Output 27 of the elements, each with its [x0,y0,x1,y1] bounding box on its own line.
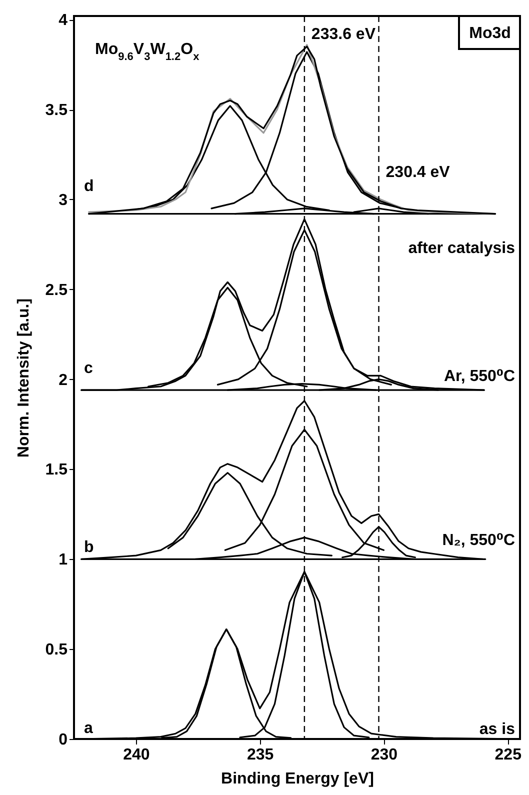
x-tick-label: 230 [370,746,398,764]
annotation: as is [479,721,516,738]
annotation: c [84,360,93,377]
x-tick-label: 225 [494,746,522,764]
annotation: d [84,178,94,195]
y-tick-label: 0 [58,732,68,748]
y-tick-label: 1.5 [45,462,68,479]
ref-line-label: 230.4 eV [386,164,450,181]
y-tick-label: 2.5 [45,282,68,299]
y-tick-label: 3 [58,192,68,209]
annotation: a [84,720,93,737]
annotation: b [84,539,94,556]
y-tick-label: 1 [58,552,68,569]
y-axis-title: Norm. Intensity [a.u.] [15,298,32,458]
annotation: after catalysis [408,240,516,257]
annotation: Ar, 550⁰C [444,368,516,385]
y-tick-label: 0.5 [45,642,68,659]
annotation: N₂, 550⁰C [442,532,516,549]
ref-line-label: 233.6 eV [311,26,376,43]
x-axis-title: Binding Energy [eV] [221,770,374,788]
y-tick-label: 3.5 [45,102,68,120]
annotation: Mo3d [469,25,511,42]
annotation: Mo$_{9.6}$V$_{3}$W$_{1.2}$O$_{x}$ [95,41,200,63]
y-tick-label: 4 [58,12,68,30]
x-tick-label: 235 [246,746,274,764]
y-tick-label: 2 [58,372,68,389]
x-tick-label: 240 [123,746,150,764]
